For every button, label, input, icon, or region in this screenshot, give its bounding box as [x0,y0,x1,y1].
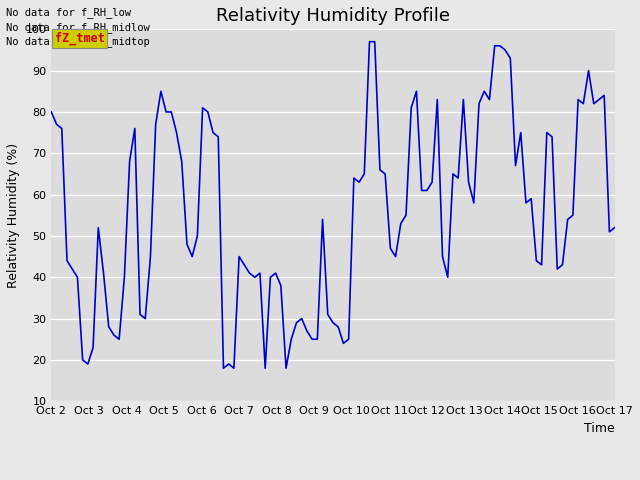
Title: Relativity Humidity Profile: Relativity Humidity Profile [216,7,450,25]
Text: No data for f_RH_low: No data for f_RH_low [6,7,131,18]
Text: fZ_tmet: fZ_tmet [54,32,104,45]
Y-axis label: Relativity Humidity (%): Relativity Humidity (%) [7,143,20,288]
Legend: 22m: 22m [292,473,374,480]
X-axis label: Time: Time [584,421,614,435]
Text: No data for f_RH_midtop: No data for f_RH_midtop [6,36,150,47]
Text: No data for f_RH_midlow: No data for f_RH_midlow [6,22,150,33]
